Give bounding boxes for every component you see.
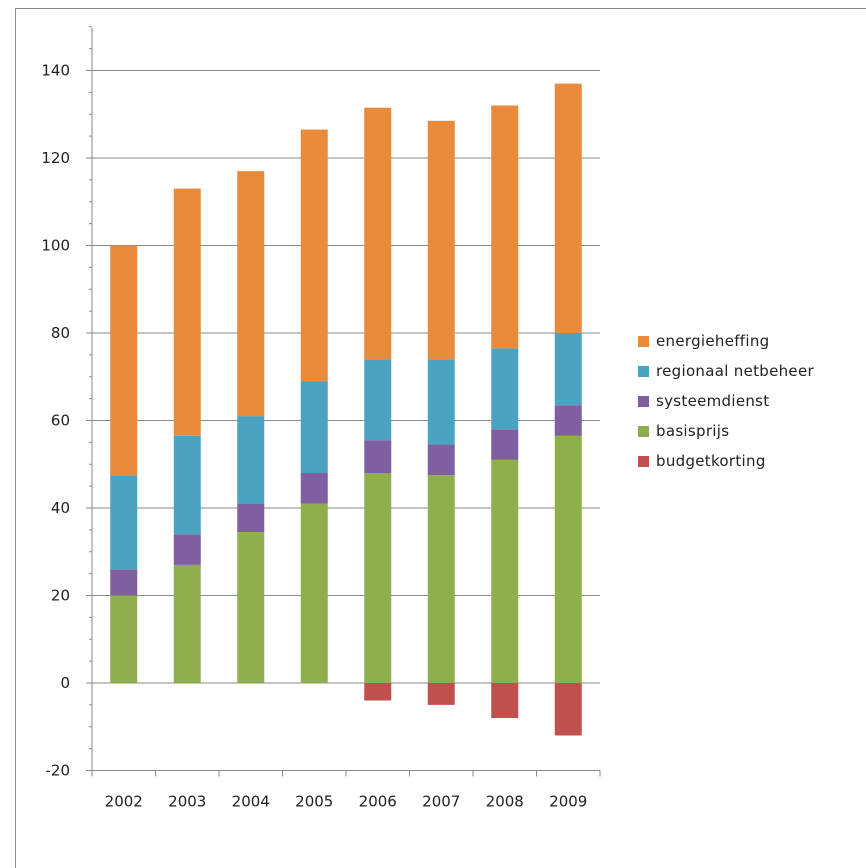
bar-energieheffing-2006 — [364, 107, 392, 360]
legend: energieheffing regionaal netbeheer systeem… — [638, 326, 814, 476]
y-tick-label: 140 — [41, 62, 70, 80]
bar-energieheffing-2007 — [427, 120, 455, 360]
legend-swatch — [638, 395, 649, 407]
bar-regionaal-netbeheer-2007 — [427, 359, 455, 445]
x-tick-label: 2005 — [295, 793, 333, 811]
bar-energieheffing-2004 — [237, 171, 265, 417]
y-tick-label: 20 — [51, 587, 70, 605]
x-tick-label: 2009 — [549, 793, 587, 811]
y-tick-label: 80 — [51, 324, 70, 342]
bar-energieheffing-2003 — [173, 188, 201, 436]
y-tick-labels: -20 0 20 40 60 80 100 120 140 — [41, 62, 70, 780]
bar-regionaal-netbeheer-2009 — [554, 333, 582, 406]
bar-systeemdienst-2009 — [554, 405, 582, 436]
bar-energieheffing-2009 — [554, 83, 582, 333]
legend-item-basisprijs: basisprijs — [638, 416, 814, 446]
bar-basisprijs-2007 — [427, 475, 455, 683]
bar-regionaal-netbeheer-2002 — [110, 475, 138, 570]
bar-energieheffing-2005 — [300, 129, 328, 382]
bar-basisprijs-2005 — [300, 503, 328, 683]
bar-systeemdienst-2003 — [173, 534, 201, 565]
bar-budgetkorting-2007 — [427, 683, 455, 705]
bar-systeemdienst-2005 — [300, 473, 328, 504]
bar-regionaal-netbeheer-2005 — [300, 381, 328, 473]
bar-basisprijs-2006 — [364, 473, 392, 683]
y-tick-label: -20 — [46, 762, 71, 780]
bar-regionaal-netbeheer-2004 — [237, 416, 265, 504]
axes — [86, 26, 601, 777]
x-tick-label: 2006 — [359, 793, 397, 811]
bar-systeemdienst-2006 — [364, 440, 392, 473]
x-tick-label: 2003 — [168, 793, 206, 811]
x-tick-label: 2007 — [422, 793, 460, 811]
legend-item-regionaal-netbeheer: regionaal netbeheer — [638, 356, 814, 386]
legend-label: energieheffing — [656, 332, 770, 350]
y-tick-label: 120 — [41, 149, 70, 167]
bars — [110, 83, 582, 736]
bar-budgetkorting-2006 — [364, 683, 392, 701]
y-tick-label: 60 — [51, 412, 70, 430]
x-tick-label: 2008 — [486, 793, 524, 811]
y-tick-label: 100 — [41, 237, 70, 255]
bar-regionaal-netbeheer-2003 — [173, 435, 201, 535]
y-tick-label: 40 — [51, 499, 70, 517]
legend-swatch — [638, 335, 649, 347]
bar-basisprijs-2003 — [173, 564, 201, 683]
chart-frame — [15, 8, 866, 868]
legend-label: regionaal netbeheer — [656, 362, 814, 380]
bar-systeemdienst-2002 — [110, 569, 138, 596]
bar-budgetkorting-2009 — [554, 683, 582, 736]
bar-regionaal-netbeheer-2008 — [491, 348, 519, 430]
bar-budgetkorting-2008 — [491, 683, 519, 718]
x-tick-label: 2004 — [232, 793, 270, 811]
legend-item-systeemdienst: systeemdienst — [638, 386, 814, 416]
legend-label: basisprijs — [656, 422, 730, 440]
bar-basisprijs-2004 — [237, 532, 265, 683]
legend-item-budgetkorting: budgetkorting — [638, 446, 814, 476]
bar-basisprijs-2009 — [554, 435, 582, 683]
legend-swatch — [638, 455, 649, 467]
y-tick-label: 0 — [60, 674, 70, 692]
x-tick-labels: 2002 2003 2004 2005 2006 2007 2008 2009 — [105, 793, 588, 811]
legend-item-energieheffing: energieheffing — [638, 326, 814, 356]
bar-basisprijs-2002 — [110, 595, 138, 683]
legend-swatch — [638, 425, 649, 437]
bar-basisprijs-2008 — [491, 459, 519, 683]
legend-label: systeemdienst — [656, 392, 770, 410]
x-tick-label: 2002 — [105, 793, 143, 811]
bar-regionaal-netbeheer-2006 — [364, 359, 392, 441]
bar-energieheffing-2002 — [110, 245, 138, 476]
legend-label: budgetkorting — [656, 452, 766, 470]
bar-systeemdienst-2004 — [237, 503, 265, 533]
bar-systeemdienst-2008 — [491, 429, 519, 460]
gridlines — [92, 70, 600, 684]
bar-systeemdienst-2007 — [427, 444, 455, 476]
legend-swatch — [638, 365, 649, 377]
bar-energieheffing-2008 — [491, 105, 519, 349]
